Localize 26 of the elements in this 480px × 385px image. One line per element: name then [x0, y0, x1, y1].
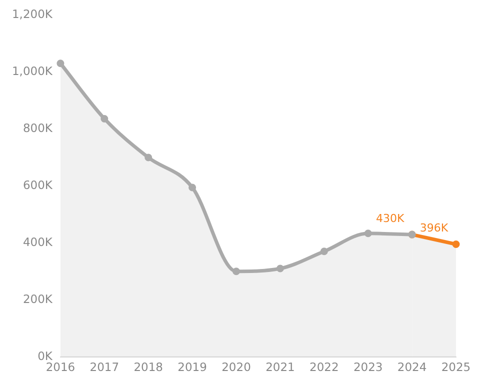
point	[452, 240, 460, 248]
point	[364, 230, 372, 238]
data-label: 430K	[376, 212, 405, 225]
y-tick-label: 400K	[22, 235, 53, 250]
x-tick-label: 2020	[222, 360, 251, 374]
y-tick-label: 1,200K	[12, 6, 53, 21]
x-tick-label: 2023	[353, 360, 383, 374]
y-tick-label: 800K	[22, 120, 53, 135]
point	[144, 154, 152, 162]
point	[188, 184, 196, 192]
y-tick-label: 200K	[22, 292, 53, 306]
data-label: 396K	[420, 222, 449, 235]
point	[320, 248, 328, 256]
x-tick-label: 2025	[441, 360, 471, 374]
x-tick-label: 2024	[397, 360, 427, 374]
point	[56, 60, 64, 68]
x-tick-label: 2018	[134, 360, 163, 374]
x-tick-label: 2017	[90, 360, 120, 374]
x-tick-label: 2022	[310, 360, 339, 374]
point	[232, 268, 240, 276]
point	[100, 114, 108, 122]
x-tick-label: 2019	[178, 360, 207, 374]
y-tick-label: 1,000K	[12, 64, 53, 78]
x-tick-label: 2021	[266, 360, 295, 374]
y-tick-label: 600K	[22, 178, 53, 192]
point	[276, 264, 284, 272]
